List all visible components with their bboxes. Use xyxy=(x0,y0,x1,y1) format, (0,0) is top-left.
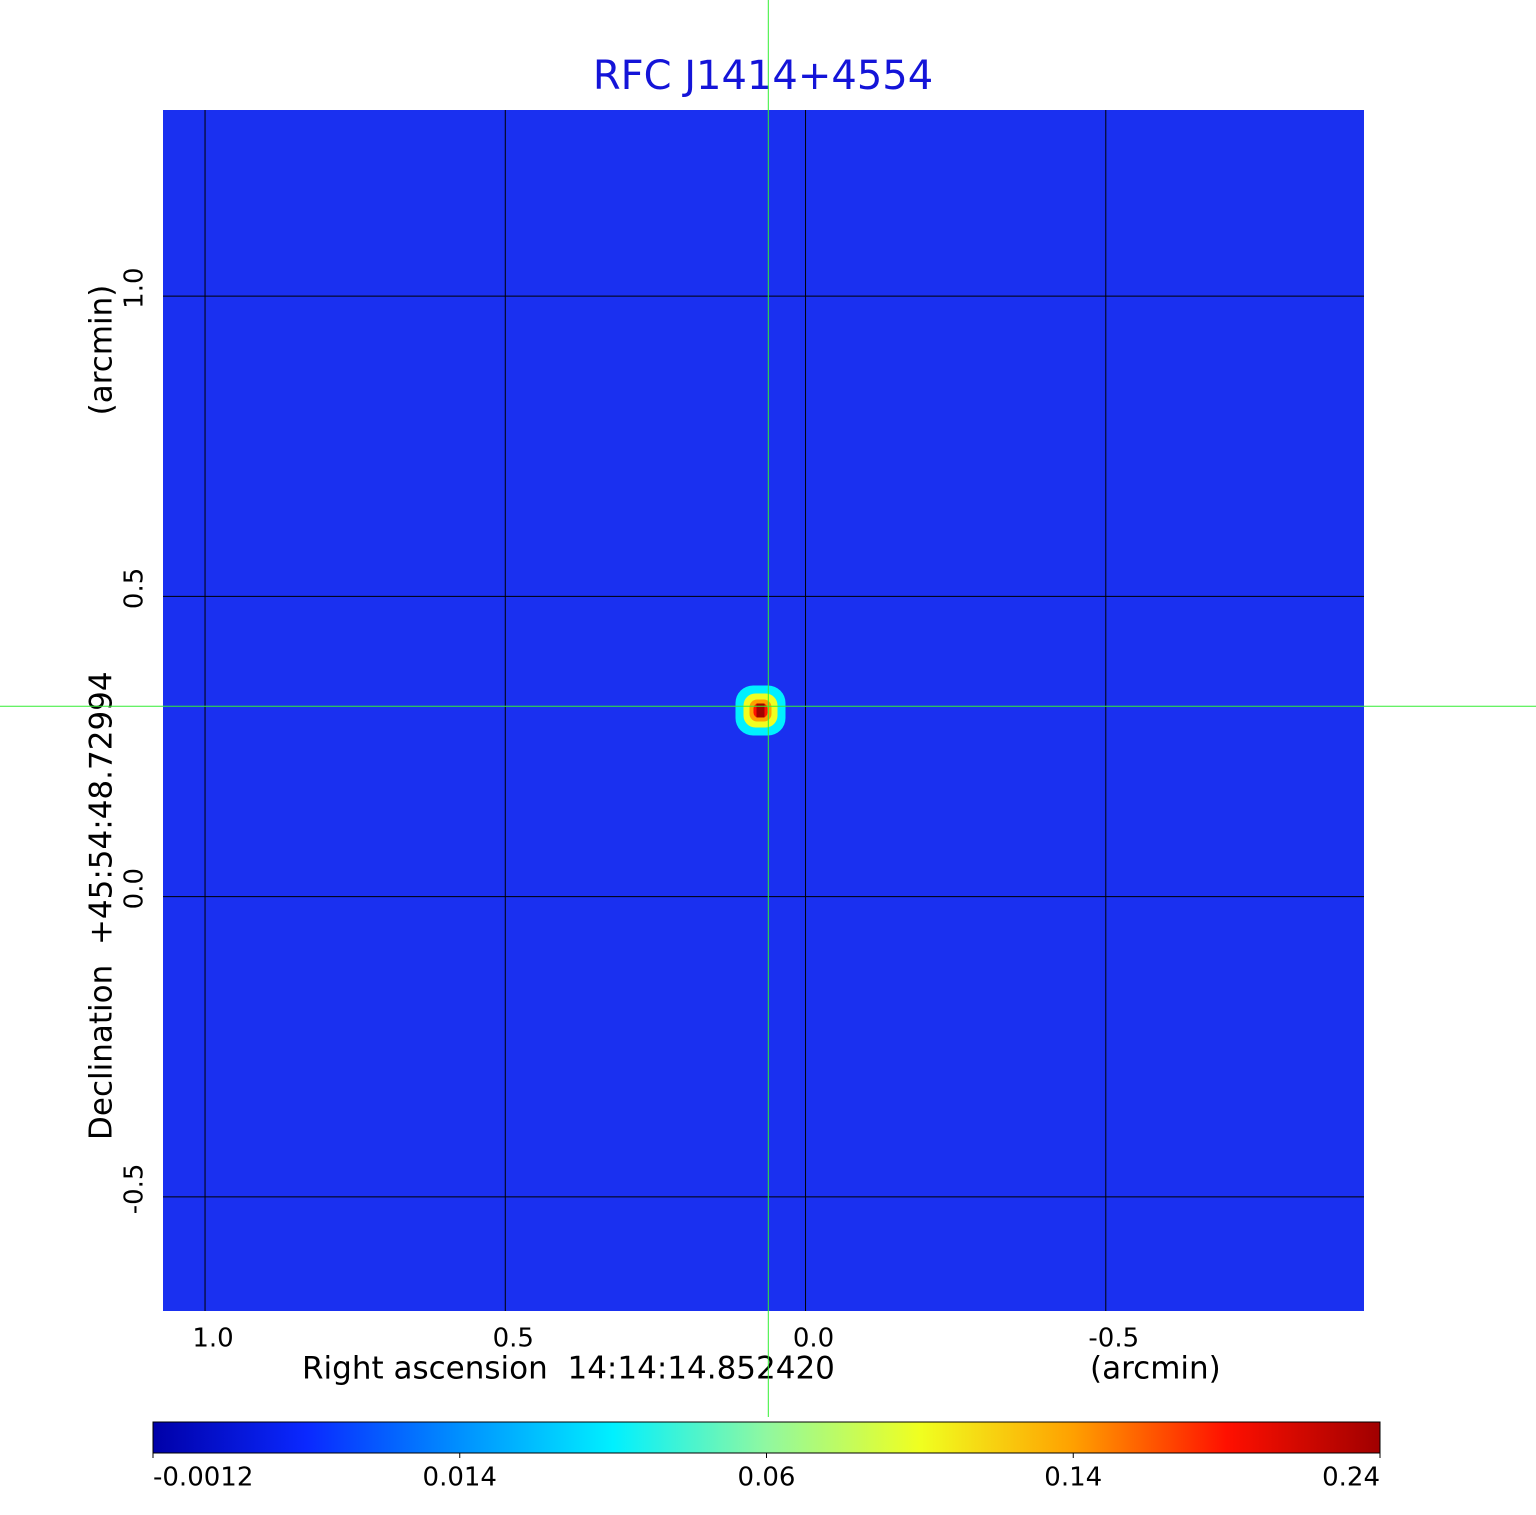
y-tick-label: 0.5 xyxy=(120,568,150,609)
x-tick-label: 0.0 xyxy=(793,1324,834,1354)
colorbar-tick-label: 0.014 xyxy=(423,1463,497,1493)
x-axis-unit: (arcmin) xyxy=(1090,1351,1221,1387)
y-axis-label: Declination +45:54:48.72994 xyxy=(84,671,120,1140)
x-tick-label: 1.0 xyxy=(192,1324,233,1354)
colorbar-tick-label: 0.24 xyxy=(1322,1463,1380,1493)
y-axis-unit: (arcmin) xyxy=(84,285,120,416)
chart-title: RFC J1414+4554 xyxy=(593,53,933,99)
colorbar-tick-label: 0.06 xyxy=(738,1463,796,1493)
colorbar xyxy=(152,1421,1381,1454)
x-axis-label: Right ascension 14:14:14.852420 xyxy=(302,1351,835,1387)
colorbar-tick-label: 0.14 xyxy=(1044,1463,1102,1493)
colorbar-tick-label: -0.0012 xyxy=(153,1463,253,1493)
x-tick-label: 0.5 xyxy=(493,1324,534,1354)
y-tick-label: -0.5 xyxy=(120,1164,150,1215)
x-tick-label: -0.5 xyxy=(1088,1324,1139,1354)
y-tick-label: 0.0 xyxy=(120,868,150,909)
y-tick-label: 1.0 xyxy=(120,267,150,308)
source-peak xyxy=(756,703,765,718)
source xyxy=(735,685,786,736)
